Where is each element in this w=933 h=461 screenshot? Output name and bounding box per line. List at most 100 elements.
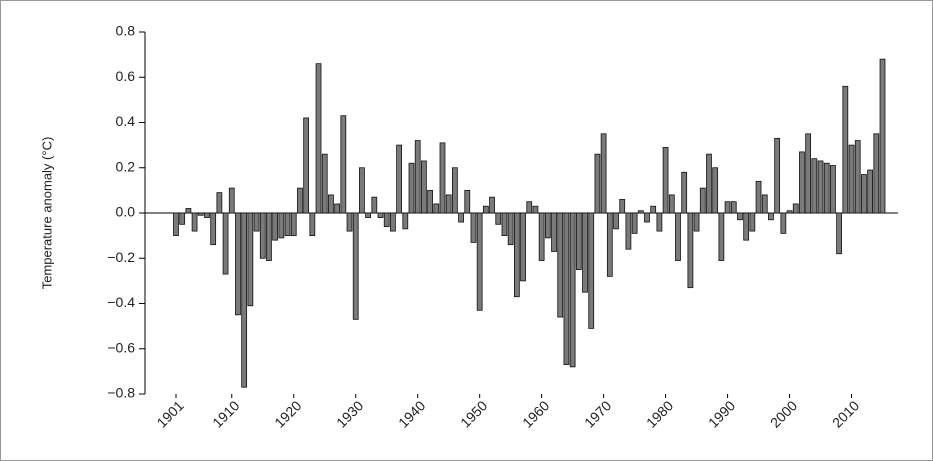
bar	[464, 189, 471, 214]
bar	[848, 144, 855, 214]
bar	[743, 212, 750, 241]
bar	[204, 212, 210, 218]
bar	[637, 210, 644, 214]
bar	[216, 192, 223, 214]
bar	[867, 169, 873, 214]
y-tick-label: −0.4	[107, 294, 135, 310]
bar	[458, 212, 464, 223]
bar	[600, 133, 607, 214]
bar	[749, 212, 756, 232]
bar	[625, 212, 632, 250]
bar	[303, 117, 310, 214]
bar	[290, 212, 297, 237]
bar	[656, 212, 663, 232]
bar	[309, 212, 316, 237]
bar	[823, 162, 830, 214]
bar	[830, 165, 836, 214]
bar	[811, 158, 818, 214]
bar	[582, 212, 588, 293]
bar	[575, 212, 582, 270]
bar	[724, 201, 731, 214]
bar	[619, 199, 626, 214]
bar	[768, 212, 774, 221]
bar	[421, 160, 427, 214]
bar	[799, 151, 805, 214]
bar	[315, 63, 322, 214]
bar	[854, 140, 861, 214]
bar	[873, 133, 880, 214]
bar	[495, 212, 502, 225]
bar	[520, 212, 526, 282]
bar	[408, 162, 415, 214]
bar	[340, 115, 347, 214]
bar	[191, 212, 198, 232]
bar	[761, 194, 768, 214]
bar	[693, 212, 700, 232]
bar	[321, 153, 328, 214]
bar	[297, 187, 303, 214]
bar	[439, 142, 446, 214]
bar	[284, 212, 291, 237]
bar	[197, 212, 204, 216]
y-tick-label: 0.4	[116, 113, 136, 129]
bar	[383, 212, 390, 227]
bar	[730, 201, 737, 214]
bar	[235, 212, 241, 316]
bar	[737, 212, 743, 221]
bar	[662, 146, 669, 214]
bar	[247, 212, 254, 307]
bar	[706, 153, 712, 214]
bar	[396, 144, 402, 214]
bar	[445, 194, 452, 214]
bar	[681, 171, 688, 214]
bar	[179, 212, 186, 225]
bar	[774, 137, 781, 214]
bar	[482, 205, 489, 214]
bar	[792, 203, 799, 214]
y-tick-label: −0.2	[107, 249, 135, 265]
bar	[538, 212, 545, 261]
bar	[780, 212, 787, 234]
y-tick-label: 0.2	[116, 158, 136, 174]
bar	[470, 212, 477, 243]
bar	[606, 212, 613, 277]
bar	[613, 212, 619, 230]
bar	[476, 212, 483, 311]
bar	[253, 212, 260, 232]
bar	[185, 208, 192, 214]
bar	[433, 203, 440, 214]
bar	[222, 212, 229, 275]
bar	[817, 160, 824, 214]
bar	[644, 212, 650, 223]
bar	[228, 187, 235, 214]
bar	[557, 212, 564, 318]
bar	[278, 212, 285, 239]
bar	[489, 196, 495, 214]
bar	[526, 201, 533, 214]
bar	[365, 212, 371, 218]
bar	[569, 212, 576, 368]
bar	[861, 174, 867, 214]
bar	[210, 212, 217, 246]
bar	[451, 167, 458, 214]
bar	[551, 212, 557, 252]
bar	[836, 212, 843, 255]
bar	[675, 212, 681, 261]
y-tick-label: 0.8	[116, 23, 136, 39]
bar	[650, 205, 657, 214]
bar	[755, 180, 762, 214]
bar	[241, 212, 248, 388]
bar	[687, 212, 694, 289]
y-tick-label: −0.8	[107, 385, 135, 401]
bar	[414, 140, 421, 214]
bar	[346, 212, 353, 232]
bar	[842, 85, 849, 214]
bar	[390, 212, 396, 232]
bar	[259, 212, 266, 259]
bar	[501, 212, 508, 237]
y-axis-label: Temperature anomaly (°C)	[39, 137, 54, 290]
bar	[718, 212, 725, 261]
bar	[532, 205, 539, 214]
